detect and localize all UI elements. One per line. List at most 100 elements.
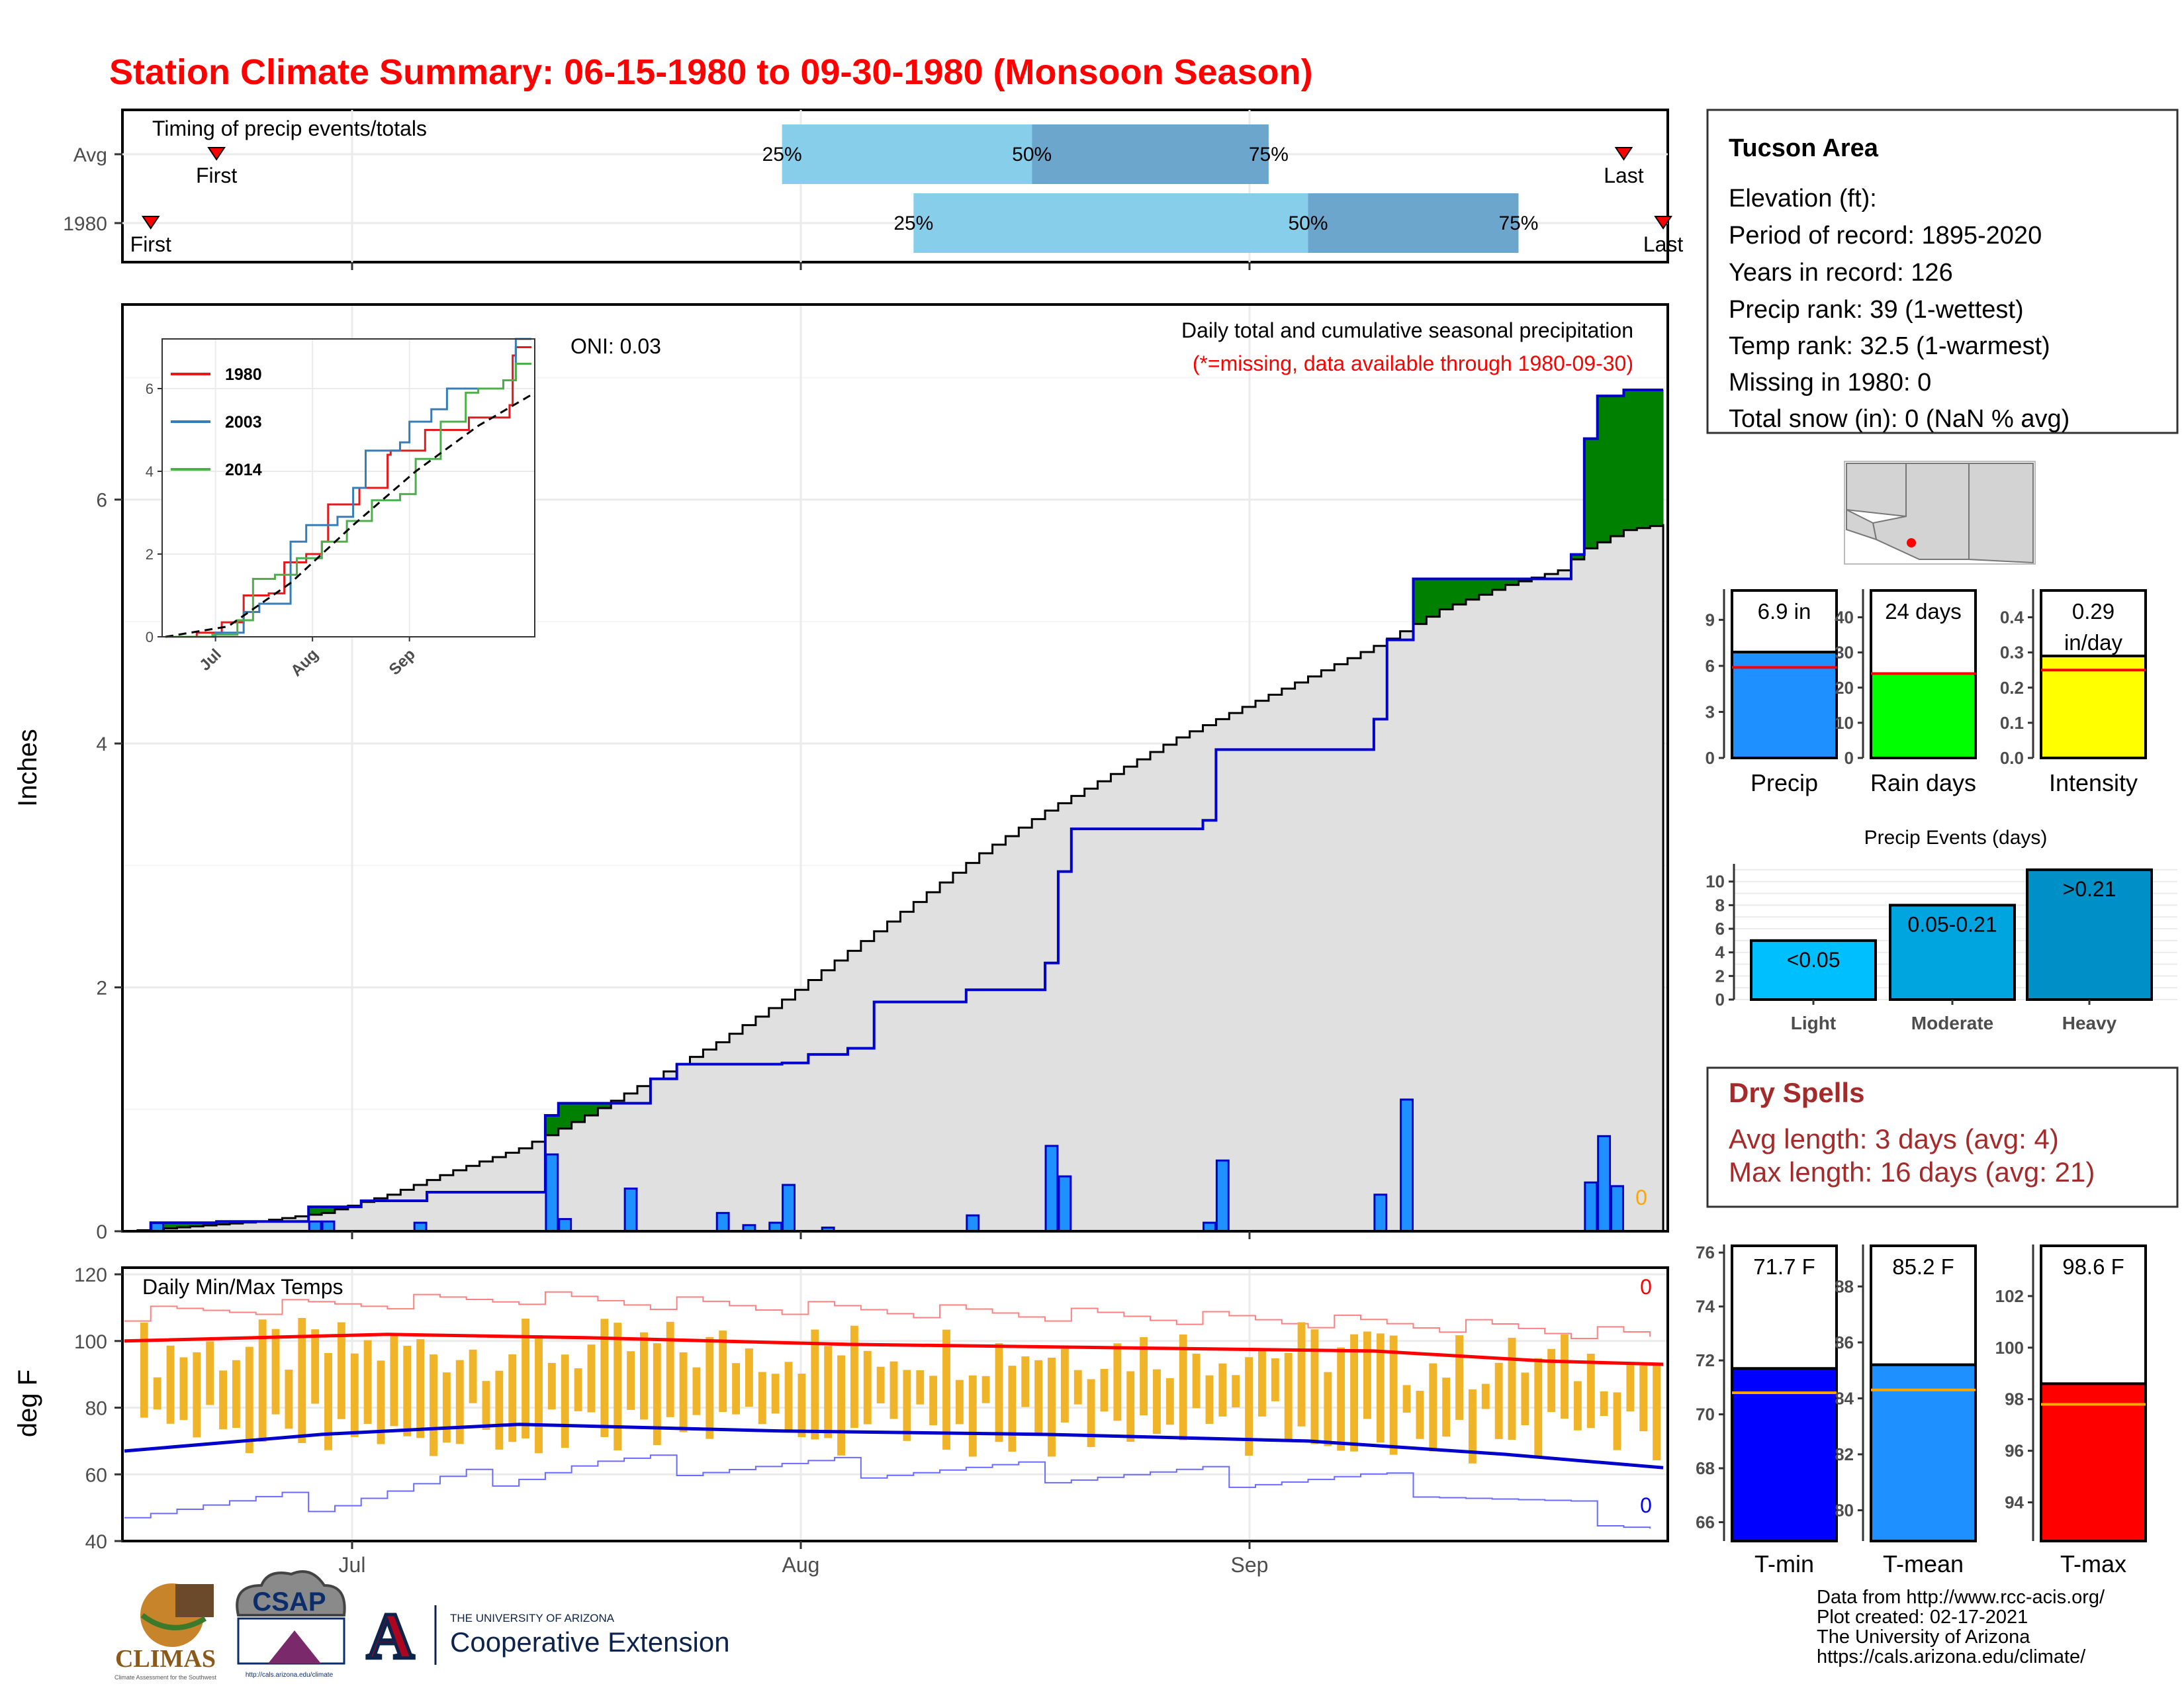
- daily-temp-bar: [561, 1354, 569, 1448]
- daily-temp-bar: [811, 1329, 819, 1440]
- intensity-ytick-label: 0.4: [2000, 608, 2025, 628]
- daily-temp-bar: [614, 1323, 622, 1450]
- inset-series-1980: [165, 346, 531, 638]
- csap-url: http://cals.arizona.edu/climate: [246, 1671, 334, 1679]
- daily-temp-bar: [469, 1349, 477, 1403]
- above-average-band: [322, 1207, 336, 1213]
- tmin-summary-ytick-label: 76: [1696, 1243, 1715, 1262]
- month-axis-label: Sep: [1231, 1553, 1269, 1577]
- temp-panel: Daily Min/Max Temps 0 0 40 60 80 100 120 Jul A…: [13, 1264, 1669, 1577]
- tmax-summary-bar: [2040, 1382, 2147, 1543]
- daily-temp-bar: [1363, 1331, 1371, 1419]
- tmax-summary-ytick-label: 96: [2005, 1441, 2024, 1461]
- daily-temp-bar: [1284, 1352, 1293, 1440]
- daily-temp-bar: [1350, 1334, 1358, 1452]
- timing-first-marker: [207, 147, 226, 161]
- station-name: Tucson Area: [1729, 134, 1879, 162]
- daily-temp-bar: [1442, 1378, 1451, 1437]
- temp-ytick-label: 40: [85, 1531, 107, 1553]
- tmean-summary-label-frame: [1870, 1244, 1977, 1366]
- events-ytick-label: 6: [1715, 919, 1725, 939]
- total-precip-ytick-label: 0: [1706, 748, 1715, 768]
- daily-temp-bar: [903, 1370, 911, 1441]
- dry-spells-box: Dry Spells Avg length: 3 days (avg: 4) M…: [1706, 1066, 2179, 1208]
- daily-temp-bar: [1429, 1363, 1437, 1452]
- daily-temp-bar: [1087, 1379, 1095, 1447]
- tmax-summary-ytick-label: 94: [2005, 1493, 2024, 1513]
- daily-temp-bar: [324, 1352, 332, 1450]
- intensity-label-frame: [2040, 589, 2147, 657]
- temp-ytick-label: 80: [85, 1398, 107, 1420]
- daily-temp-bar: [547, 1362, 556, 1410]
- tmin-record-line: [124, 1454, 1651, 1529]
- temp-panel-title: Daily Min/Max Temps: [142, 1275, 343, 1299]
- daily-temp-bar: [666, 1321, 674, 1417]
- tmin-average-line: [124, 1423, 1664, 1470]
- daily-temp-bar: [679, 1352, 688, 1432]
- daily-temp-bar: [298, 1318, 306, 1443]
- daily-precip-bar: [1610, 1185, 1624, 1233]
- daily-temp-bar: [495, 1370, 504, 1450]
- university-of-arizona-logo: A THE UNIVERSITY OF ARIZONA Cooperative …: [365, 1598, 730, 1675]
- inset-series-2003: [165, 338, 531, 638]
- tmax-summary-ytick-label: 98: [2005, 1389, 2024, 1409]
- tmean-summary-category-label: T-mean: [1883, 1550, 1964, 1577]
- footer-credits: Data from http://www.rcc-acis.org/ Plot …: [1817, 1587, 2105, 1667]
- average-cumulative-area: [124, 524, 1664, 1233]
- tmin-summary-ytick-label: 66: [1696, 1512, 1715, 1532]
- tmin-summary-chart: 66 68 70 72 74 76 71.7 F T-min: [1696, 1243, 1838, 1577]
- daily-temp-bar: [1060, 1348, 1069, 1423]
- above-average-band: [203, 1223, 217, 1226]
- daily-precip-bar: [623, 1188, 638, 1233]
- daily-temp-bar: [1165, 1378, 1174, 1425]
- above-average-band: [1584, 438, 1598, 549]
- intensity-chart: 0.0 0.1 0.2 0.3 0.4 0.29 in/day Intensity: [2000, 589, 2147, 796]
- tmean-summary-ytick-label: 82: [1835, 1444, 1854, 1464]
- timing-p25-label: 25%: [893, 212, 933, 234]
- climas-subtext: Climate Assessment for the Southwest: [114, 1674, 217, 1681]
- daily-temp-bar: [179, 1357, 188, 1421]
- rain-days-ytick-label: 10: [1835, 713, 1854, 733]
- daily-temp-bar: [153, 1377, 161, 1410]
- observed-cumulative-line: [124, 388, 1664, 1233]
- daily-temp-bar: [430, 1354, 437, 1456]
- daily-temp-bar: [600, 1319, 609, 1437]
- daily-temp-bar: [981, 1376, 990, 1403]
- above-average-band: [190, 1223, 204, 1227]
- daily-temp-bar: [1468, 1389, 1477, 1464]
- intensity-ytick-label: 0.3: [2000, 643, 2024, 663]
- daily-temp-bar: [1218, 1363, 1227, 1417]
- daily-temp-bar: [1232, 1375, 1240, 1408]
- precip-events-title: Precip Events (days): [1864, 827, 2048, 849]
- daily-temp-bar: [1113, 1343, 1122, 1421]
- above-average-band: [1426, 579, 1440, 617]
- timing-p75-label: 75%: [1249, 144, 1289, 165]
- daily-temp-bar: [929, 1376, 938, 1426]
- station-elevation: Elevation (ft):: [1729, 185, 1877, 212]
- daily-temp-bar: [508, 1354, 517, 1442]
- inset-ytick-label: 2: [146, 546, 154, 563]
- precip-missing-count: 0: [1635, 1186, 1647, 1209]
- tmean-summary-ytick-label: 80: [1835, 1501, 1854, 1521]
- daily-temp-bar: [232, 1360, 240, 1429]
- total-precip-bar: [1731, 651, 1838, 760]
- rain-days-ytick-label: 20: [1835, 678, 1854, 698]
- daily-temp-bar: [140, 1323, 148, 1418]
- daily-temp-bar: [245, 1346, 253, 1454]
- above-average-band: [545, 1115, 559, 1135]
- precip-events-chart: Precip Events (days) 0 2 4 6 8 10 <0.05 Light 0.…: [1706, 827, 2177, 1033]
- daily-precip-bar: [782, 1184, 796, 1233]
- daily-temp-bar: [587, 1344, 596, 1413]
- rain-days-value-label: 24 days: [1885, 599, 1962, 624]
- events-ytick-label: 8: [1715, 895, 1725, 915]
- ua-cooperative-extension: Cooperative Extension: [450, 1626, 730, 1658]
- total-precip-chart: 0 3 6 9 6.9 in Precip: [1706, 589, 1838, 796]
- intensity-ytick-label: 0.2: [2000, 678, 2024, 698]
- timing-last-label: Last: [1604, 164, 1644, 187]
- timing-quartile-bar-lower: [913, 193, 1308, 253]
- inset-frame: [161, 338, 535, 637]
- footer-data-source: Data from http://www.rcc-acis.org/: [1817, 1587, 2105, 1608]
- inset-ytick-label: 0: [146, 629, 154, 645]
- above-average-band: [1597, 396, 1612, 543]
- daily-temp-bar: [1021, 1356, 1030, 1407]
